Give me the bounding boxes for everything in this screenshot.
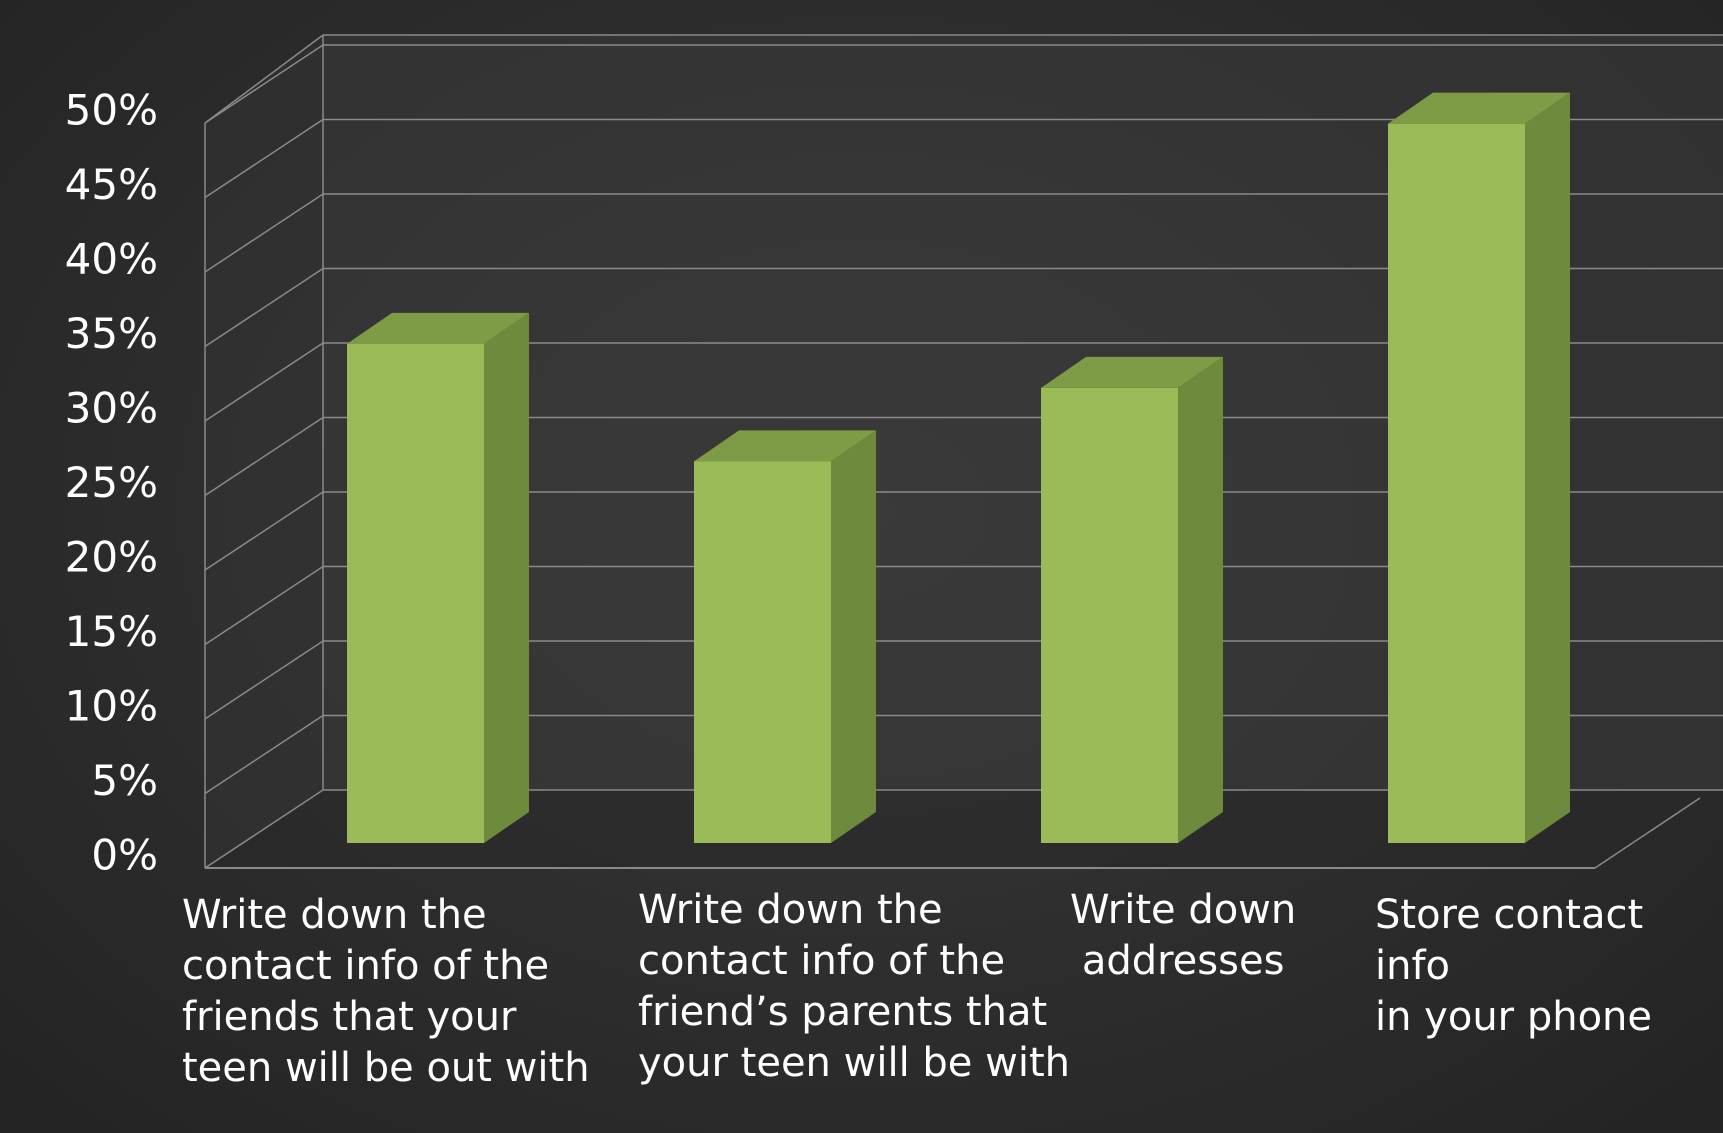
bar-0 <box>347 343 484 843</box>
side-wall <box>205 35 323 868</box>
gridline-side-0 <box>204 789 324 869</box>
gridline-side-10 <box>204 44 324 124</box>
y-tick-label-3: 15% <box>65 607 158 656</box>
x-tick-label-0: Write down the contact info of the frien… <box>182 892 590 1091</box>
y-tick-label-2: 10% <box>65 682 158 731</box>
gridline-side-4 <box>204 491 324 571</box>
x-tick-label-3: Store contact info in your phone <box>1375 892 1653 1040</box>
bar-side-0 <box>484 312 529 843</box>
gridline-side-8 <box>204 193 324 273</box>
gridline-side-2 <box>204 640 324 720</box>
floor <box>205 790 1723 868</box>
y-tick-label-0: 0% <box>91 831 158 880</box>
y-tick-label-5: 25% <box>65 458 158 507</box>
bar-1 <box>694 461 831 843</box>
floor-right-edge <box>1594 797 1701 869</box>
y-tick-label-9: 45% <box>65 160 158 209</box>
bar-top-0 <box>347 312 529 344</box>
gridline-side-7 <box>204 267 324 348</box>
y-tick-label-1: 5% <box>91 756 158 805</box>
bar-side-2 <box>1178 356 1223 843</box>
wall-top-side-edge <box>204 34 324 124</box>
gridline-side-3 <box>204 565 324 646</box>
gridline-side-6 <box>204 342 324 422</box>
x-tick-label-2: Write down addresses <box>1070 887 1297 984</box>
y-tick-label-4: 20% <box>65 533 158 582</box>
gridline-side-5 <box>204 416 324 497</box>
gridline-side-9 <box>204 118 324 199</box>
bar-side-1 <box>831 430 876 843</box>
bar-2 <box>1041 387 1178 843</box>
bar-top-3 <box>1388 92 1570 124</box>
y-tick-label-6: 30% <box>65 384 158 433</box>
y-tick-label-10: 50% <box>65 86 158 135</box>
bar-top-2 <box>1041 356 1223 388</box>
bar-top-1 <box>694 430 876 462</box>
bar-side-3 <box>1525 92 1570 844</box>
y-tick-label-8: 40% <box>65 235 158 284</box>
x-tick-label-1: Write down the contact info of the frien… <box>638 887 1070 1086</box>
bar-3 <box>1388 123 1525 844</box>
gridline-side-1 <box>204 714 324 795</box>
y-tick-label-7: 35% <box>65 309 158 358</box>
